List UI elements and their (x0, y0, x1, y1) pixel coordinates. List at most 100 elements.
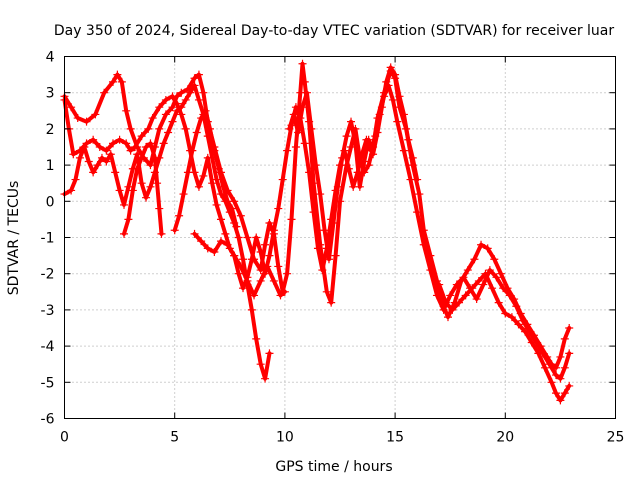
data-point (67, 103, 76, 112)
plot-frame (64, 56, 616, 419)
data-point (201, 106, 210, 115)
data-point (329, 219, 338, 228)
data-point (463, 266, 472, 275)
data-point (527, 338, 536, 347)
data-point (137, 132, 146, 141)
data-point (514, 320, 523, 329)
data-point (311, 161, 320, 170)
data-point (313, 244, 322, 253)
y-tick-label: 3 (46, 86, 55, 102)
data-point (499, 284, 508, 293)
data-point (399, 110, 408, 119)
data-point (269, 226, 278, 235)
data-point (181, 124, 190, 133)
data-point (342, 132, 351, 141)
data-point (443, 313, 452, 322)
data-point (289, 110, 298, 119)
data-point (133, 150, 142, 159)
data-point (391, 70, 400, 79)
data-point (80, 143, 89, 151)
data-point (124, 182, 133, 191)
data-point (181, 95, 190, 104)
data-point (364, 135, 373, 144)
data-point (89, 135, 98, 144)
data-point (459, 273, 468, 282)
data-point (216, 215, 225, 224)
series-trace-a (62, 61, 572, 370)
data-point (67, 186, 76, 195)
x-tick-label: 0 (60, 430, 69, 446)
data-point (126, 124, 135, 133)
data-point (551, 389, 560, 398)
data-point (369, 150, 378, 159)
data-point (89, 168, 98, 177)
y-tick-label: -2 (41, 267, 55, 283)
data-point (551, 371, 560, 380)
data-point (69, 150, 78, 159)
data-point (146, 161, 155, 170)
data-point (239, 284, 248, 293)
data-point (261, 240, 270, 249)
data-point (556, 352, 565, 361)
data-point (276, 291, 285, 300)
data-point (214, 164, 223, 173)
data-point (142, 143, 151, 151)
data-point (102, 157, 111, 166)
data-point (144, 124, 153, 133)
data-point (265, 251, 274, 260)
data-point (188, 146, 197, 155)
data-point (256, 247, 265, 256)
data-point (439, 305, 448, 314)
data-point (203, 244, 212, 253)
data-point (496, 269, 505, 278)
data-point (461, 291, 470, 300)
data-point (263, 262, 272, 271)
data-point (247, 255, 256, 264)
data-point (168, 117, 177, 126)
series-trace-g (437, 271, 572, 403)
data-point (250, 291, 259, 300)
data-point (197, 114, 206, 123)
data-point (393, 117, 402, 126)
y-tick-label: -1 (41, 231, 55, 247)
data-point (386, 63, 395, 72)
data-point (294, 128, 303, 137)
data-point (161, 110, 170, 119)
data-point (186, 88, 195, 97)
data-point (274, 262, 283, 271)
data-point (236, 262, 245, 271)
data-point (199, 171, 208, 180)
data-point (190, 74, 199, 83)
data-point (287, 215, 296, 224)
data-point (219, 182, 228, 191)
data-point (492, 273, 501, 282)
data-point (452, 280, 461, 289)
data-point (432, 291, 441, 300)
data-point (91, 110, 100, 119)
data-point (153, 179, 162, 188)
data-point (373, 128, 382, 137)
data-point (131, 143, 140, 151)
data-point (269, 276, 278, 285)
data-point (146, 139, 155, 148)
data-point (560, 389, 569, 398)
data-point (388, 95, 397, 104)
data-point (212, 175, 221, 184)
data-point (265, 349, 274, 358)
data-point (560, 334, 569, 343)
data-point (265, 219, 274, 228)
data-point (300, 139, 309, 148)
data-point (115, 135, 124, 144)
data-point (108, 139, 117, 148)
data-point (485, 266, 494, 275)
data-point (247, 305, 256, 314)
data-point (183, 168, 192, 177)
data-point (300, 77, 309, 86)
data-point (228, 204, 237, 213)
data-point (221, 229, 230, 238)
data-point (168, 92, 177, 101)
data-point (122, 139, 131, 148)
data-point (159, 139, 168, 148)
data-point (338, 153, 347, 162)
data-point (395, 92, 404, 101)
